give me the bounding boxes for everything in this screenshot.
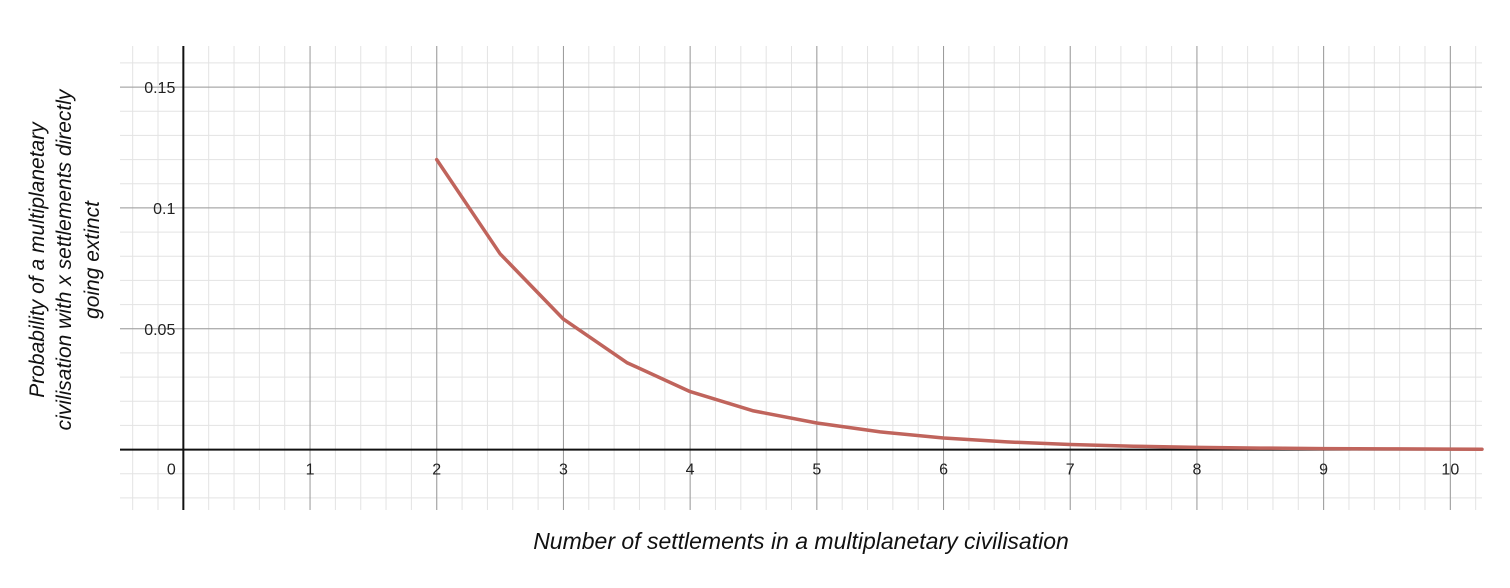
series-line: [434, 157, 1484, 451]
x-tick-label: 9: [1319, 462, 1328, 479]
x-tick-label: 4: [686, 462, 695, 479]
axes: [120, 46, 1482, 510]
x-tick-label: 7: [1066, 462, 1075, 479]
x-tick-label: 1: [306, 462, 315, 479]
y-axis-label-container: Probability of a multiplanetary civilisa…: [20, 60, 110, 460]
x-axis-label: Number of settlements in a multiplanetar…: [533, 528, 1069, 554]
x-tick-label: 2: [432, 462, 441, 479]
x-tick-label: 5: [812, 462, 821, 479]
tick-labels: 0 1 2 3 4 5 6 7 8 9 10 0.05 0.1 0.15: [144, 80, 1459, 479]
y-tick-label: 0.1: [153, 201, 175, 218]
minor-gridlines: [120, 46, 1482, 510]
x-tick-label: 0: [167, 462, 176, 479]
major-gridlines: [120, 46, 1482, 510]
x-tick-label: 8: [1192, 462, 1201, 479]
data-series: [434, 157, 1484, 451]
x-tick-label: 10: [1441, 462, 1459, 479]
x-tick-label: 6: [939, 462, 948, 479]
y-tick-label: 0.15: [144, 80, 175, 97]
x-tick-label: 3: [559, 462, 568, 479]
y-axis-label: Probability of a multiplanetary civilisa…: [26, 89, 104, 431]
y-tick-label: 0.05: [144, 322, 175, 339]
